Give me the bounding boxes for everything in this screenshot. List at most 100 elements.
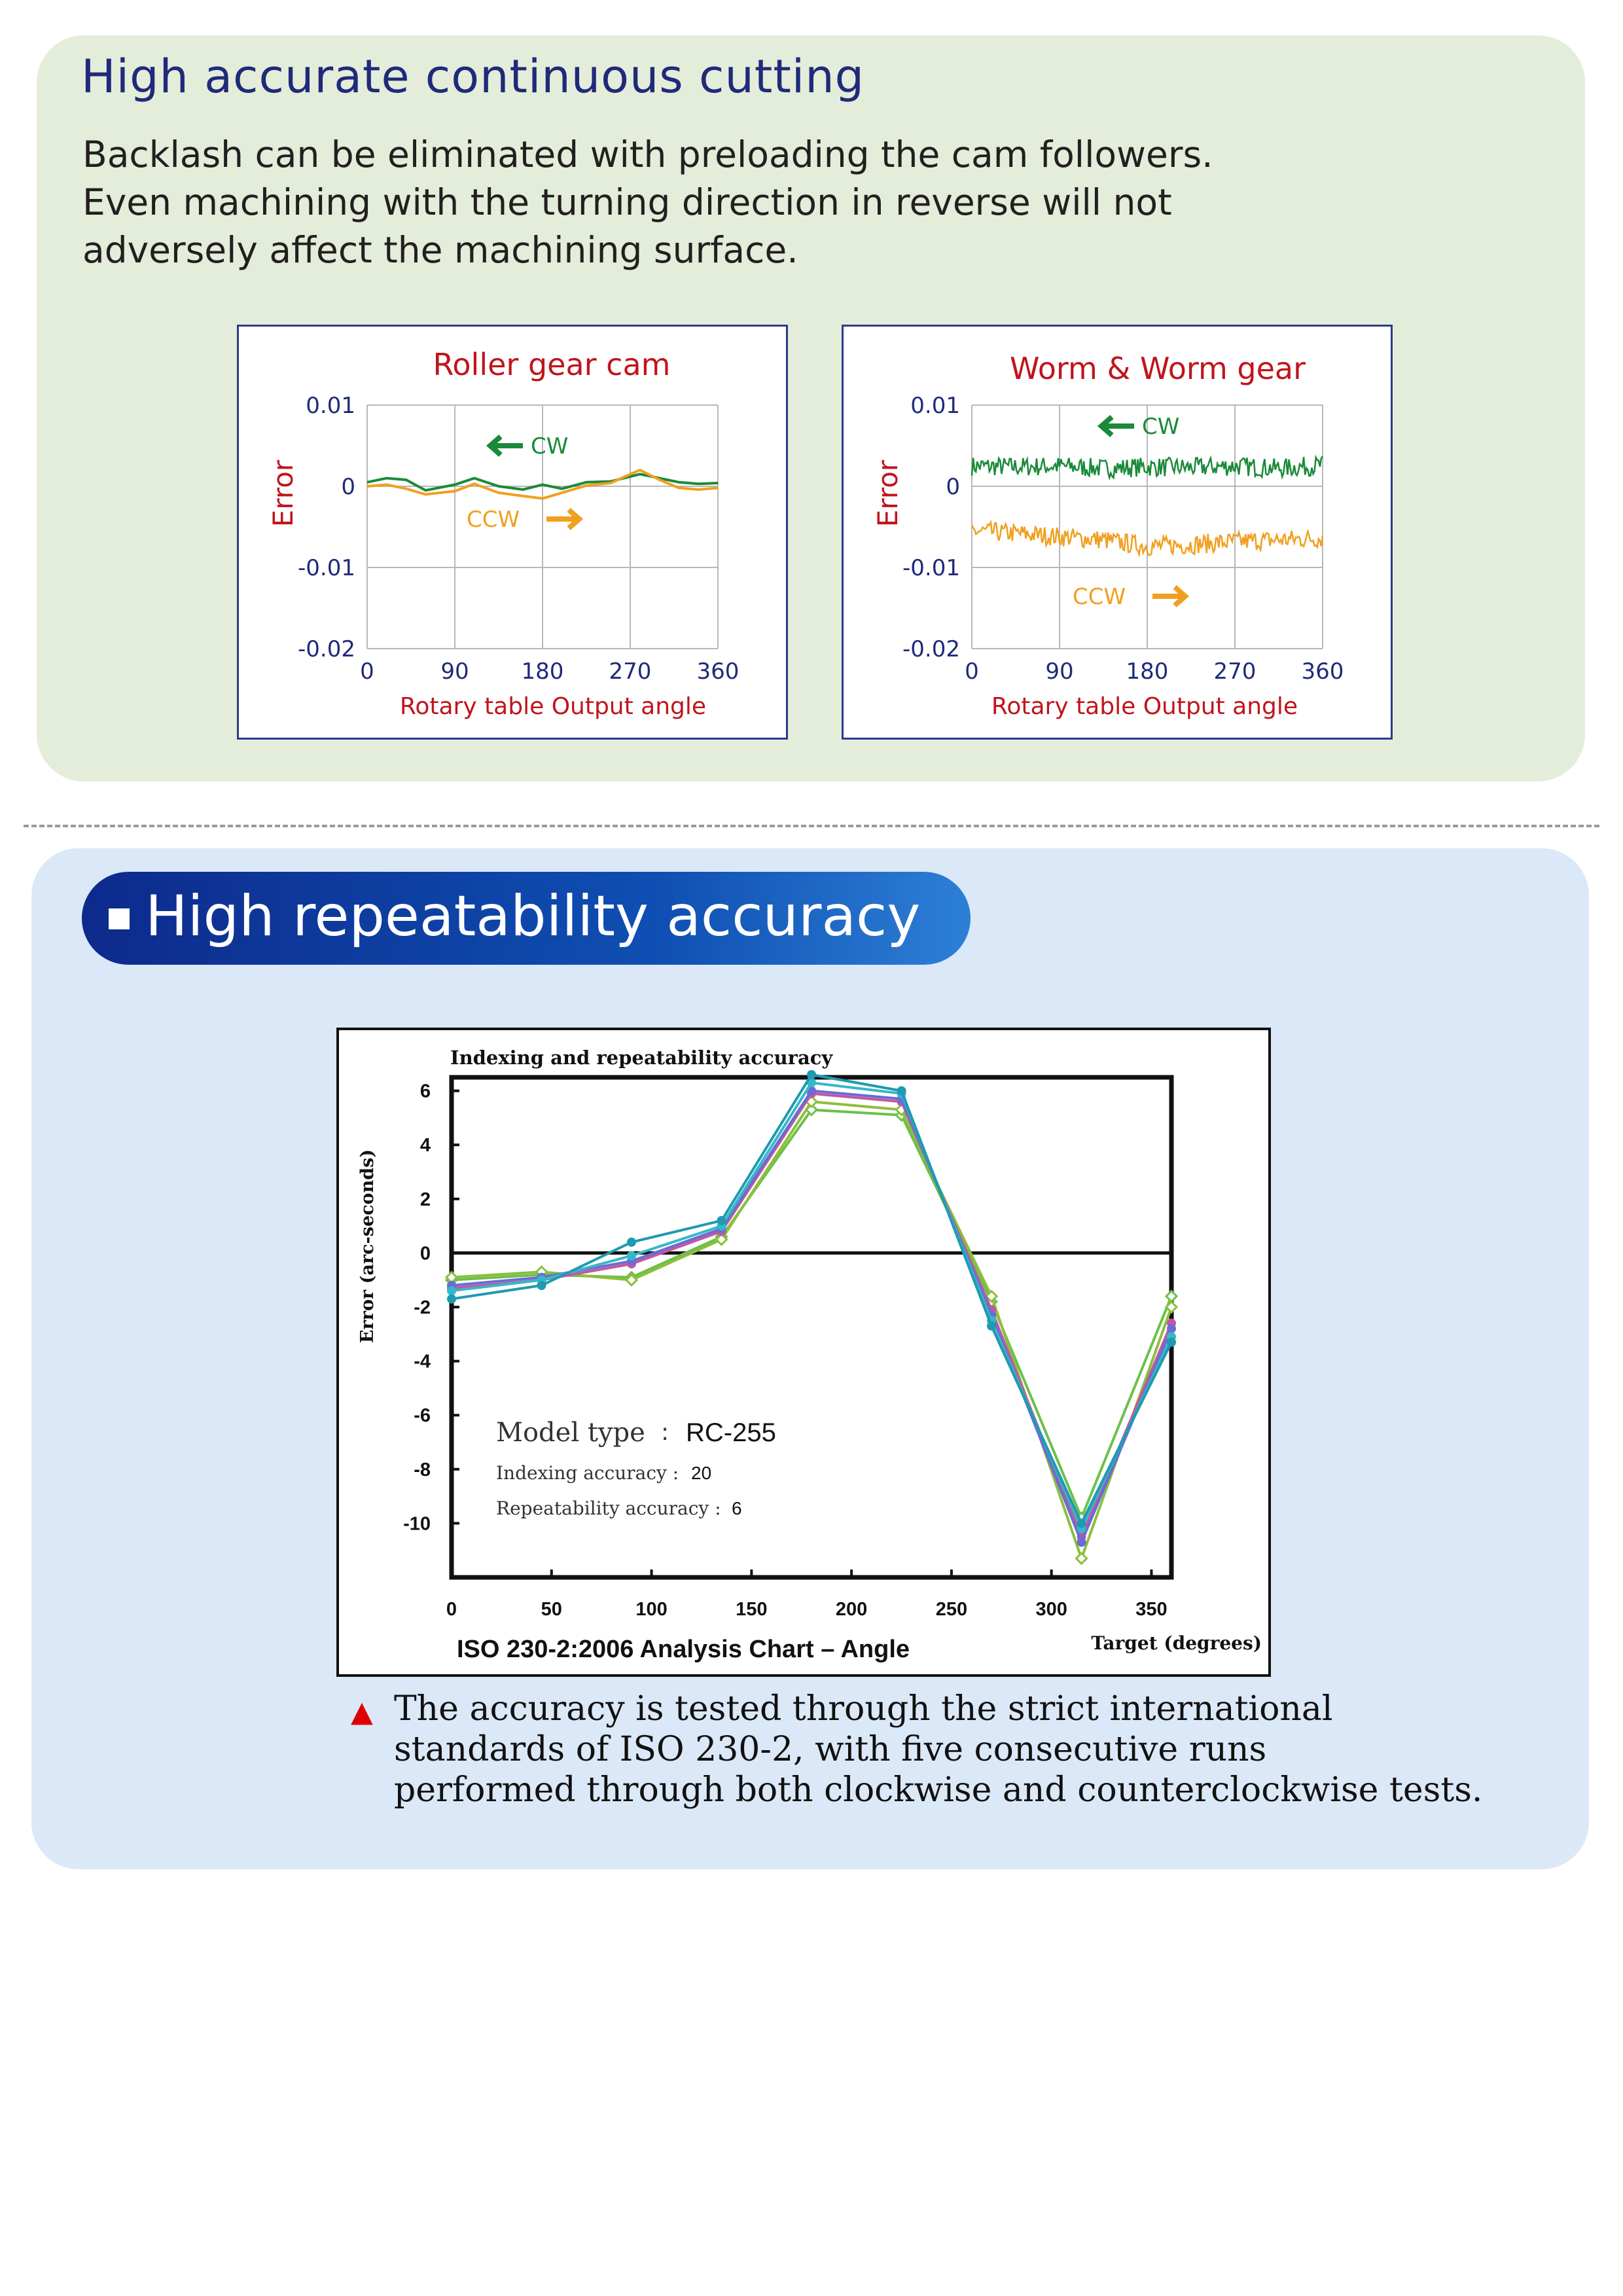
section-title: High accurate continuous cutting xyxy=(81,50,865,103)
x-tick-label: 150 xyxy=(736,1599,767,1620)
chart-series xyxy=(971,454,1324,558)
x-tick-labels: 0 90 180 270 360 xyxy=(965,658,1344,685)
y-axis-label: Error xyxy=(872,459,904,527)
x-tick-label: 50 xyxy=(541,1599,562,1620)
y-tick-labels: 0.01 0 -0.01 -0.02 xyxy=(298,393,355,662)
note-text: The accuracy is tested through the stric… xyxy=(394,1689,1482,1810)
worm-gear-chart: Worm & Worm gear 0.01 0 -0.01 -0.02 0 90 180 2… xyxy=(842,325,1393,740)
data-point xyxy=(1167,1337,1176,1347)
note-line: performed through both clockwise and cou… xyxy=(394,1770,1483,1810)
x-tick-label: 350 xyxy=(1135,1599,1167,1620)
series-line xyxy=(451,1108,1173,1522)
data-point xyxy=(897,1086,906,1096)
y-tick-label: 0.01 xyxy=(910,393,960,419)
ccw-annotation: CCW xyxy=(467,507,584,533)
series-line-cw xyxy=(971,454,1324,481)
y-tick-label: -0.02 xyxy=(298,636,355,662)
y-tick-label: -6 xyxy=(414,1405,431,1426)
square-bullet-icon xyxy=(109,908,130,929)
y-tick-label: 0 xyxy=(341,474,355,500)
note-line: The accuracy is tested through the stric… xyxy=(394,1689,1333,1729)
cw-label: CW xyxy=(531,433,568,459)
ccw-label: CCW xyxy=(1073,584,1126,610)
y-axis-label: Error xyxy=(267,459,299,527)
worm-chart-svg: Worm & Worm gear 0.01 0 -0.01 -0.02 0 90 180 2… xyxy=(872,351,1344,720)
data-point xyxy=(1164,1289,1179,1303)
x-axis-label: Rotary table Output angle xyxy=(400,693,706,720)
roller-chart-svg: Roller gear cam 0.01 0 -0.01 -0.02 0 90 180 27… xyxy=(267,347,739,720)
data-point xyxy=(537,1280,546,1290)
data-point xyxy=(1164,1300,1179,1314)
data-point xyxy=(715,1232,728,1246)
x-tick-label: 180 xyxy=(522,658,564,685)
chart-title: Worm & Worm gear xyxy=(1010,351,1306,386)
y-tick-label: -0.01 xyxy=(902,555,960,581)
right-arrow-icon xyxy=(546,507,584,531)
chart-title: Indexing and repeatability accuracy xyxy=(450,1047,833,1069)
repeatability-chart-svg: Indexing and repeatability accuracy 6420… xyxy=(357,1047,1262,1663)
chart-grid xyxy=(366,404,719,649)
x-tick-label: 300 xyxy=(1035,1599,1067,1620)
x-tick-label: 360 xyxy=(1302,658,1344,685)
y-tick-label: 0.01 xyxy=(306,393,355,419)
model-type-value: RC-255 xyxy=(686,1418,776,1447)
ccw-label: CCW xyxy=(467,507,520,533)
cw-label: CW xyxy=(1142,414,1179,440)
data-point xyxy=(984,1289,999,1303)
y-tick-label: -8 xyxy=(414,1460,431,1480)
y-axis-label: Error (arc-seconds) xyxy=(357,1149,378,1343)
y-tick-label: -0.02 xyxy=(902,636,960,662)
x-tick-label: 90 xyxy=(440,658,469,685)
x-tick-label: 0 xyxy=(446,1599,457,1620)
y-tick-label: 6 xyxy=(420,1081,431,1102)
data-point xyxy=(627,1237,636,1247)
x-tick-label: 270 xyxy=(609,658,652,685)
roller-gear-cam-chart: Roller gear cam 0.01 0 -0.01 -0.02 0 90 180 27… xyxy=(237,325,788,740)
data-point xyxy=(447,1294,456,1304)
x-axis-label: Target (degrees) xyxy=(1091,1632,1262,1654)
data-point xyxy=(1077,1537,1086,1547)
ccw-annotation: CCW xyxy=(1073,584,1190,610)
cw-annotation: CW xyxy=(1097,414,1179,440)
model-inset: Model type : RC-255 Indexing accuracy : … xyxy=(496,1418,776,1519)
x-tick-label: 100 xyxy=(635,1599,667,1620)
x-tick-label: 200 xyxy=(836,1599,867,1620)
red-triangle-icon: ▲ xyxy=(351,1695,373,1729)
chart-title: Roller gear cam xyxy=(433,347,671,382)
y-tick-label: -0.01 xyxy=(298,555,355,581)
x-axis-label: Rotary table Output angle xyxy=(991,693,1298,720)
series-line-cw xyxy=(366,473,719,492)
y-tick-label: 0 xyxy=(420,1243,431,1264)
x-tick-label: 250 xyxy=(936,1599,967,1620)
chart-series xyxy=(366,469,719,500)
series-line xyxy=(451,1073,1173,1527)
y-tick-label: -2 xyxy=(414,1297,431,1318)
description-line: Backlash can be eliminated with preloadi… xyxy=(82,134,1213,175)
cw-annotation: CW xyxy=(486,433,568,459)
data-point xyxy=(717,1215,726,1225)
y-tick-label: 0 xyxy=(946,474,960,500)
y-tick-labels: 6 4 2 0 -2 -4 -6 -8 -10 xyxy=(403,1081,431,1535)
repeatability-accuracy-value: 6 xyxy=(732,1498,742,1518)
x-tick-label: 0 xyxy=(360,658,374,685)
data-point xyxy=(627,1251,636,1261)
y-tick-label: -10 xyxy=(403,1513,431,1534)
right-arrow-icon xyxy=(1152,584,1190,608)
series-line-ccw xyxy=(366,469,719,500)
description-line: adversely affect the machining surface. xyxy=(82,229,798,271)
data-point xyxy=(987,1321,996,1331)
repeatability-accuracy-label: Repeatability accuracy : xyxy=(496,1498,721,1519)
data-point xyxy=(624,1273,639,1287)
data-point xyxy=(1075,1551,1088,1566)
y-tick-labels: 0.01 0 -0.01 -0.02 xyxy=(902,393,960,662)
model-colon: : xyxy=(661,1419,669,1446)
y-tick-label: 2 xyxy=(420,1189,431,1210)
x-tick-label: 0 xyxy=(965,658,979,685)
y-tick-label: 4 xyxy=(420,1135,431,1156)
data-point xyxy=(1167,1324,1176,1334)
x-tick-label: 180 xyxy=(1126,658,1169,685)
chart-footer: ISO 230-2:2006 Analysis Chart – Angle xyxy=(457,1636,910,1663)
series-1 xyxy=(444,1103,1179,1525)
data-point xyxy=(447,1286,456,1296)
